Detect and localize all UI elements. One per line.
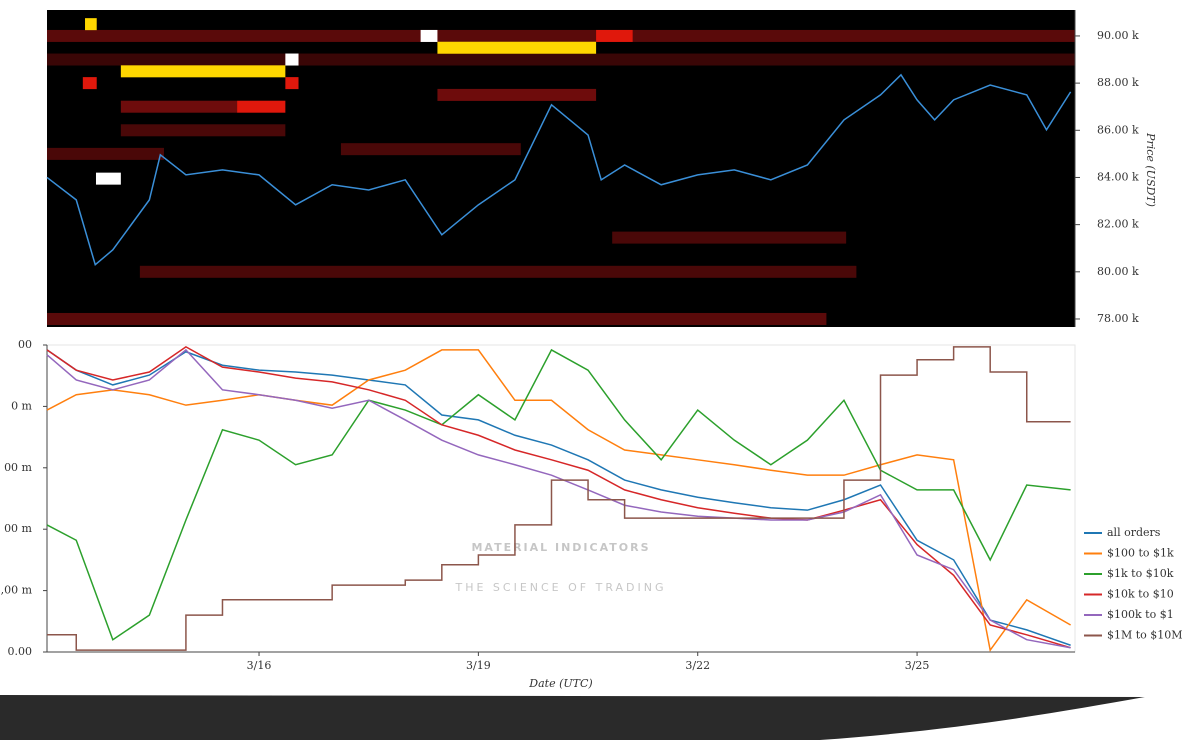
- heat-block: [47, 53, 1075, 66]
- y-tick-label: 82.00 k: [1097, 218, 1139, 231]
- heat-block: [47, 29, 1075, 42]
- y-tick-label: 00 m: [4, 461, 32, 474]
- legend-label: $1k to $10k: [1107, 567, 1174, 580]
- x-tick-label: 3/19: [466, 659, 491, 672]
- series-line: [46, 349, 1071, 646]
- legend-label: $10k to $10: [1107, 588, 1174, 601]
- x-axis-label: Date (UTC): [528, 677, 592, 690]
- plot-frame: [46, 344, 1076, 653]
- y-tick-label: ,00 m: [1, 584, 33, 597]
- x-tick-label: 3/16: [247, 659, 272, 672]
- x-tick-label: 3/22: [685, 659, 710, 672]
- series-line: [46, 348, 1071, 649]
- heat-block: [340, 143, 521, 156]
- torn-edge: [0, 695, 1145, 740]
- legend-label: $100k to $1: [1107, 608, 1174, 621]
- watermark: THE SCIENCE OF TRADING: [454, 581, 666, 594]
- heat-block: [47, 147, 164, 160]
- series-line: [47, 346, 1071, 651]
- heat-block: [120, 65, 286, 78]
- price-line: [46, 73, 1072, 267]
- y-tick-label: 78.00 k: [1097, 312, 1139, 325]
- heat-block: [120, 124, 286, 137]
- y-tick-label: 00 m: [4, 522, 32, 535]
- heat-block: [596, 29, 633, 42]
- heat-block: [47, 312, 827, 325]
- y-tick-label: 86.00 k: [1097, 123, 1139, 136]
- heat-block: [139, 265, 857, 278]
- y-tick-label: 84.00 k: [1097, 170, 1139, 183]
- series-line: [46, 348, 1071, 641]
- x-tick-label: 3/25: [905, 659, 930, 672]
- heat-block: [120, 100, 238, 113]
- series-line: [46, 345, 1071, 649]
- y-tick-label: 0 m: [11, 399, 32, 412]
- y-tick-label: 00: [18, 338, 32, 351]
- heat-block: [237, 100, 286, 113]
- heat-block: [82, 77, 97, 90]
- heat-block: [85, 18, 97, 31]
- legend-label: all orders: [1107, 526, 1161, 539]
- y-tick-label: 0.00: [8, 645, 33, 658]
- y-tick-label: 88.00 k: [1097, 76, 1139, 89]
- heat-block: [285, 53, 299, 66]
- heat-block: [95, 172, 121, 185]
- heat-block: [285, 77, 299, 90]
- watermark: MATERIAL INDICATORS: [471, 541, 650, 554]
- legend-label: $100 to $1k: [1107, 547, 1174, 560]
- legend-label: $1M to $10M: [1107, 629, 1183, 642]
- y-tick-label: 90.00 k: [1097, 29, 1139, 42]
- y-axis-label: Price (USDT): [1144, 132, 1157, 207]
- heat-block: [437, 41, 597, 54]
- heat-block: [420, 29, 438, 42]
- heat-block: [437, 88, 597, 101]
- series-line: [46, 349, 1071, 652]
- heat-block: [612, 231, 847, 244]
- y-tick-label: 80.00 k: [1097, 265, 1139, 278]
